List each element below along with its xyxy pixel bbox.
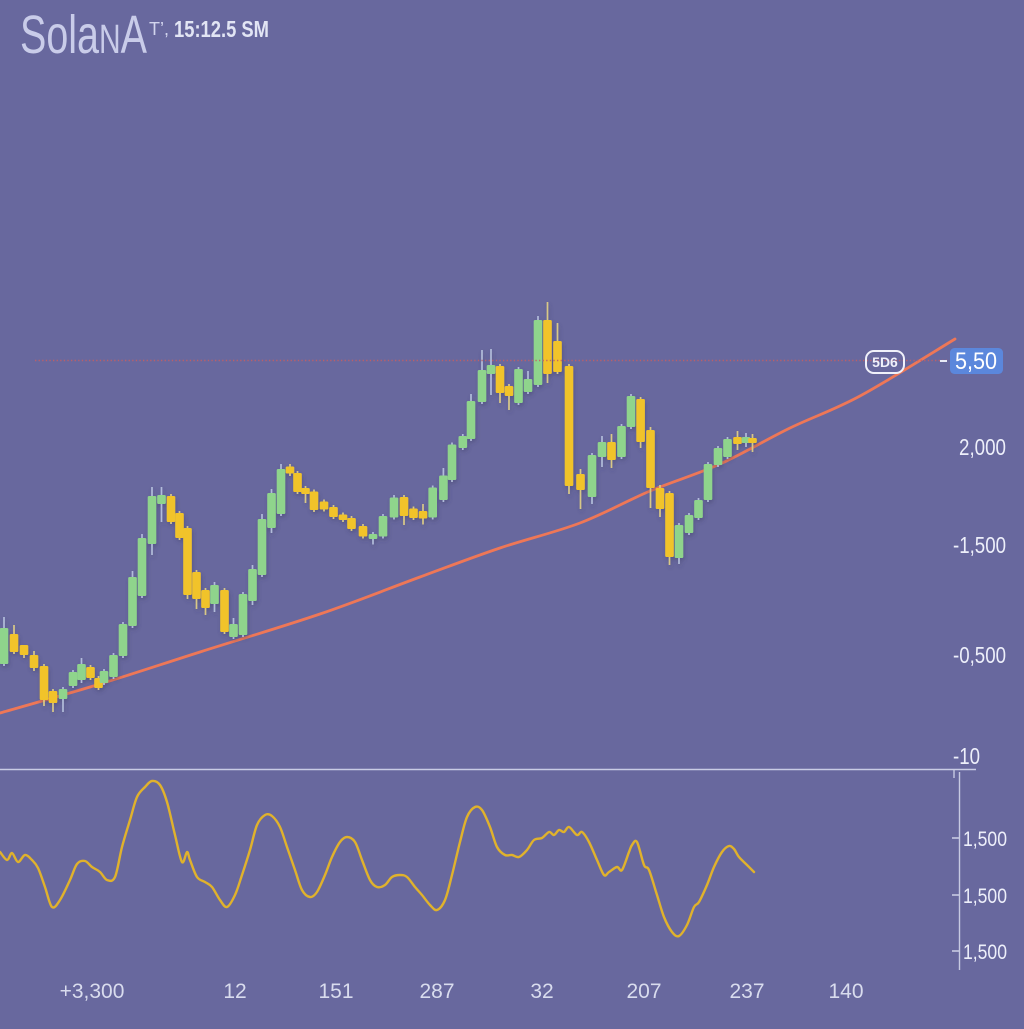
svg-text:237: 237 xyxy=(729,980,764,1003)
svg-text:-0,500: -0,500 xyxy=(953,642,1006,668)
svg-text:1,500: 1,500 xyxy=(963,885,1007,908)
svg-text:1,500: 1,500 xyxy=(963,828,1007,851)
svg-text:32: 32 xyxy=(530,980,553,1003)
svg-text:207: 207 xyxy=(626,980,661,1003)
svg-text:SolaNA: SolaNA xyxy=(20,5,147,65)
svg-text:2,000: 2,000 xyxy=(959,434,1006,460)
svg-text:T’,: T’, xyxy=(149,19,169,39)
svg-text:+3,300: +3,300 xyxy=(60,980,125,1003)
svg-text:1,500: 1,500 xyxy=(963,941,1007,964)
svg-text:151: 151 xyxy=(318,980,353,1003)
svg-text:-1,500: -1,500 xyxy=(953,532,1006,558)
svg-text:15:12.5 SM: 15:12.5 SM xyxy=(174,16,269,42)
svg-text:12: 12 xyxy=(223,980,246,1003)
svg-text:5,50: 5,50 xyxy=(955,348,997,375)
svg-text:287: 287 xyxy=(419,980,454,1003)
svg-text:140: 140 xyxy=(828,980,863,1003)
svg-text:-10: -10 xyxy=(953,743,980,769)
svg-text:5D6: 5D6 xyxy=(872,354,898,370)
